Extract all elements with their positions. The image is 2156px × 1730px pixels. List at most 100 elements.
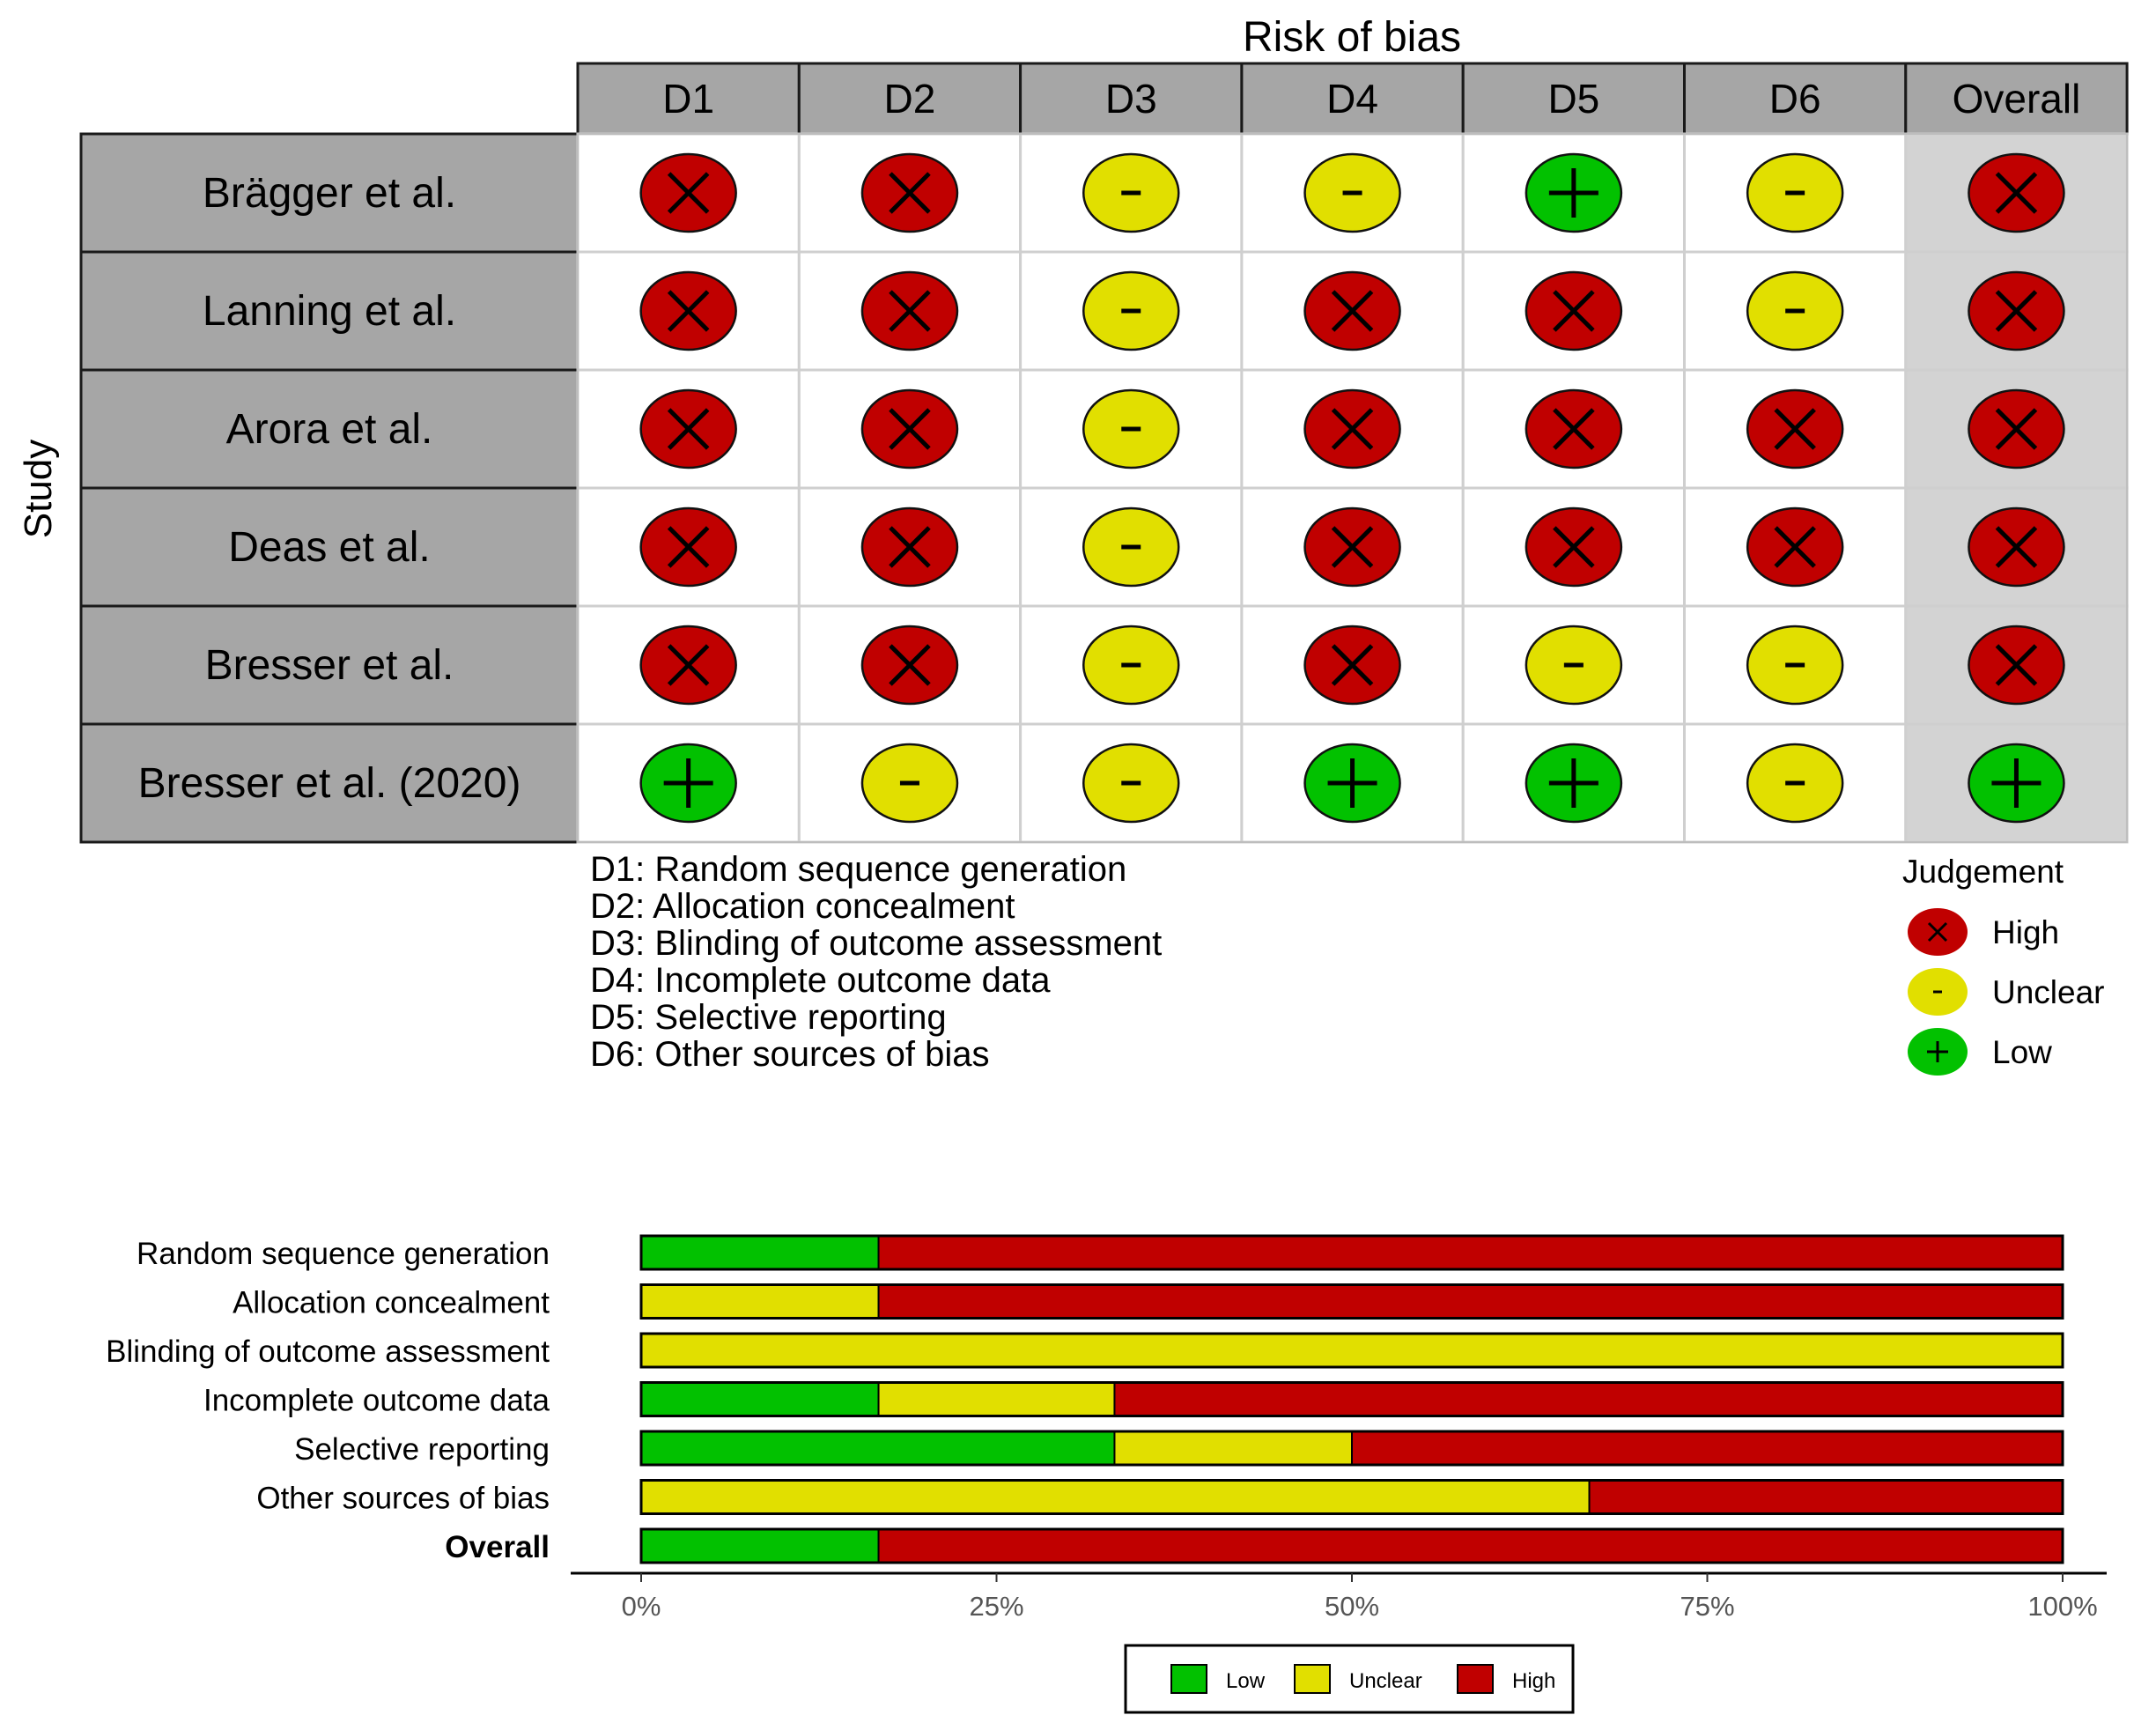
summary-bar-high [877, 1528, 2064, 1564]
summary-bar-high [1113, 1381, 2064, 1417]
x-stroke [667, 290, 710, 332]
high-x-icon [889, 172, 931, 214]
grid-frame [577, 133, 2129, 843]
domain-key-line: D1: Random sequence generation [590, 850, 1126, 889]
x-stroke [1995, 408, 2038, 450]
x-stroke [889, 526, 931, 568]
summary-bar-outline [639, 1479, 2064, 1515]
legend-label-high: High [1992, 914, 2059, 950]
study-name: Bresser et al. [205, 642, 454, 689]
high-x-icon [1995, 290, 2038, 332]
x-stroke [889, 172, 931, 214]
low-plus-icon [663, 758, 713, 808]
x-stroke [1927, 921, 1948, 943]
x-stroke [1553, 290, 1595, 332]
x-tick-label: 25% [969, 1591, 1023, 1622]
high-x-icon [889, 290, 931, 332]
summary-legend-label-low: Low [1226, 1669, 1266, 1693]
header-label-d6: D6 [1769, 76, 1821, 122]
summary-legend-item-low: Low [1170, 1664, 1266, 1694]
summary-category-labels: Random sequence generation Allocation con… [106, 1237, 550, 1564]
high-x-icon [667, 172, 710, 214]
summary-bar-outline [639, 1283, 2064, 1320]
x-stroke [1553, 526, 1595, 568]
study-rows: Brägger et al. Lanning et al. Arora et al.… [79, 132, 580, 844]
study-row-label-box [79, 604, 580, 726]
x-stroke [1995, 290, 2038, 332]
high-x-icon [1331, 526, 1374, 568]
study-row-label-box [79, 132, 580, 254]
summary-category-label: Overall [445, 1530, 550, 1564]
low-plus-icon [1991, 758, 2042, 808]
summary-bar-outline [639, 1430, 2064, 1467]
summary-bar-outline [639, 1332, 2064, 1369]
summary-bar-high [1588, 1479, 2064, 1515]
low-plus-icon [1327, 758, 1377, 808]
legend-item-high: High [1908, 908, 2059, 956]
header-label-d4: D4 [1326, 76, 1378, 122]
summary-category-label: Random sequence generation [137, 1237, 550, 1271]
legend-item-unclear: Unclear [1908, 968, 2105, 1016]
summary-bar-low [640, 1381, 880, 1417]
summary-bars [639, 1234, 2064, 1564]
summary-category-label: Other sources of bias [256, 1482, 550, 1516]
summary-legend-item-unclear: Unclear [1294, 1664, 1422, 1694]
summary-legend-label-high: High [1512, 1669, 1555, 1693]
header-label-d1: D1 [662, 76, 714, 122]
domain-key-line: D2: Allocation concealment [590, 887, 1015, 926]
legend-item-low: Low [1908, 1028, 2052, 1076]
summary-legend-swatch-unclear [1294, 1664, 1331, 1694]
summary-bar-unclear [640, 1479, 1591, 1515]
x-tick-label: 75% [1680, 1591, 1734, 1622]
study-name: Arora et al. [226, 406, 433, 453]
high-x-icon [1995, 172, 2038, 214]
study-name: Lanning et al. [203, 288, 456, 335]
judgement-cells [576, 132, 2129, 844]
legend-label-low: Low [1992, 1034, 2052, 1070]
summary-bar-low [640, 1235, 880, 1270]
x-stroke [667, 408, 710, 450]
header-cell-d2 [797, 62, 1023, 136]
x-stroke [1995, 526, 2038, 568]
high-x-icon [1553, 526, 1595, 568]
traffic-light-title: Risk of bias [1243, 14, 1461, 61]
summary-category-label: Blinding of outcome assessment [106, 1334, 550, 1369]
x-stroke [889, 408, 931, 450]
domain-headers: D1 D2 D3 D4 D5 D6 Overall [576, 62, 2129, 136]
summary-bar-high [877, 1235, 2064, 1270]
x-stroke [1331, 408, 1374, 450]
x-stroke [1553, 408, 1595, 450]
summary-bar-outline [639, 1381, 2064, 1417]
header-cell-d6 [1683, 62, 1908, 136]
domain-key-line: D6: Other sources of bias [590, 1035, 990, 1074]
x-stroke [667, 644, 710, 686]
high-x-icon [667, 290, 710, 332]
summary-bar-plot: Random sequence generation Allocation con… [106, 1234, 2107, 1714]
x-stroke [1774, 408, 1816, 450]
summary-bar-unclear [877, 1381, 1116, 1417]
high-x-icon [1331, 644, 1374, 686]
high-x-icon [1995, 526, 2038, 568]
summary-legend: Low Unclear High [1124, 1644, 1575, 1714]
x-tick-label: 100% [2027, 1591, 2097, 1622]
summary-x-ticks: 0% 25% 50% 75% 100% [622, 1573, 2098, 1622]
study-name: Deas et al. [228, 524, 430, 571]
legend-label-unclear: Unclear [1992, 974, 2105, 1010]
header-label-d3: D3 [1105, 76, 1157, 122]
high-x-icon [667, 644, 710, 686]
domain-key-line: D5: Selective reporting [590, 998, 947, 1037]
traffic-light-plot: Risk of bias Study D1 D2 D3 D4 D5 D6 Overall B… [17, 14, 2129, 1076]
x-stroke [1774, 526, 1816, 568]
low-plus-icon [1548, 758, 1599, 808]
x-stroke [667, 526, 710, 568]
summary-bar-low [640, 1431, 1116, 1466]
summary-bar-outline [639, 1527, 2064, 1564]
high-x-icon [1774, 408, 1816, 450]
high-x-icon [889, 644, 931, 686]
study-row-label-box [79, 368, 580, 490]
summary-bar-high [877, 1283, 2064, 1320]
summary-bar-unclear [640, 1283, 880, 1320]
header-label-overall: Overall [1953, 76, 2081, 122]
